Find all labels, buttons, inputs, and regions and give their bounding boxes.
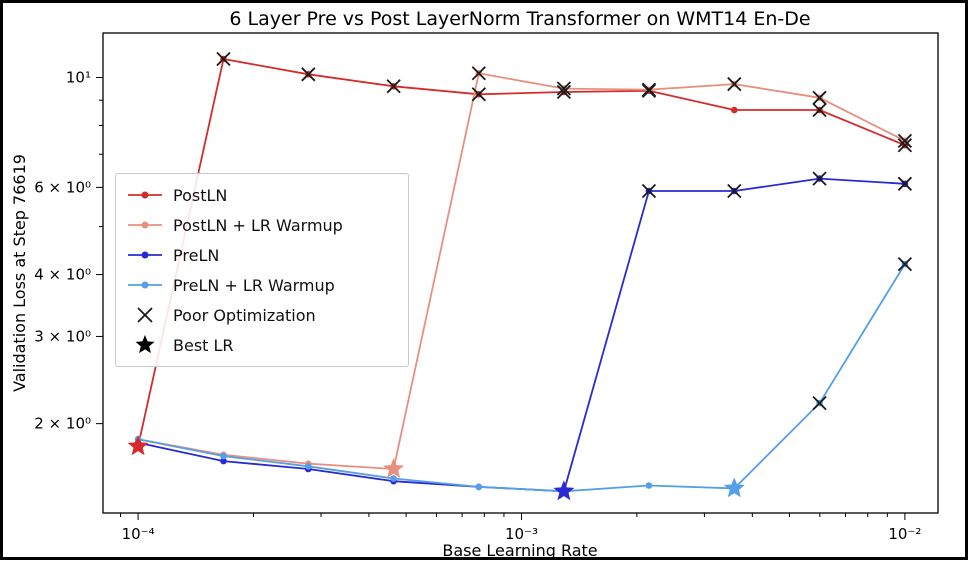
data-point	[645, 482, 653, 489]
legend-line-sample	[126, 276, 164, 294]
x-marker-icon	[126, 306, 164, 324]
poor-optimization-marker	[641, 82, 657, 97]
legend-label: PreLN	[173, 245, 220, 265]
poor-optimization-marker	[471, 87, 486, 102]
legend-item-poor-optimization: Poor Optimization	[126, 302, 398, 328]
poor-optimization-marker	[556, 81, 572, 96]
poor-optimization-marker	[897, 133, 913, 148]
poor-optimization-marker	[556, 84, 572, 100]
series-line-preln-lr-warmup	[137, 263, 906, 493]
legend-label: Best LR	[173, 335, 234, 355]
data-point	[390, 475, 397, 482]
y-tick-label: 4 × 10⁰	[34, 266, 91, 284]
data-point	[220, 452, 227, 460]
poor-optimization-marker	[812, 396, 827, 411]
x-axis-label: Base Learning Rate	[442, 541, 597, 560]
series-line-postln	[137, 57, 906, 447]
legend-line-sample	[126, 246, 164, 264]
legend-line-sample	[126, 186, 164, 204]
series-line-postln-lr-warmup	[137, 72, 906, 470]
y-axis-label: Validation Loss at Step 76619	[10, 154, 29, 392]
data-point	[475, 483, 483, 491]
poor-optimization-marker	[727, 183, 742, 199]
star-icon	[126, 334, 164, 356]
best-lr-marker	[383, 458, 405, 478]
poor-optimization-marker	[897, 176, 913, 191]
poor-optimization-marker	[812, 90, 827, 105]
legend: PostLN PostLN + LR Warmup PreLN PreLN + LR …	[115, 173, 409, 367]
poor-optimization-marker	[641, 183, 657, 199]
poor-optimization-marker	[727, 76, 742, 92]
poor-optimization-marker	[897, 256, 913, 272]
best-lr-marker	[127, 435, 149, 456]
legend-label: PostLN + LR Warmup	[173, 215, 343, 235]
best-lr-marker	[553, 480, 575, 501]
plot-border	[102, 32, 939, 514]
data-point	[731, 106, 738, 114]
legend-item-preln: PreLN	[126, 242, 398, 268]
poor-optimization-marker	[471, 66, 486, 81]
y-tick-label: 2 × 10⁰	[34, 415, 91, 433]
legend-label: PostLN	[173, 185, 228, 205]
legend-label: PreLN + LR Warmup	[173, 275, 335, 295]
data-point	[220, 457, 227, 465]
legend-line-sample	[126, 216, 164, 234]
poor-optimization-marker	[301, 67, 316, 82]
legend-item-preln-lr-warmup: PreLN + LR Warmup	[126, 272, 398, 298]
x-tick-label: 10⁻⁴	[122, 525, 155, 543]
plot-area: 10⁻⁴ 10⁻³ 10⁻² 2 × 10⁰ 3 × 10⁰ 4 × 10⁰ 6 × 10⁰…	[34, 32, 939, 543]
chart-title: 6 Layer Pre vs Post LayerNorm Transforme…	[229, 8, 810, 30]
poor-optimization-marker	[897, 138, 913, 153]
legend-item-postln-lr-warmup: PostLN + LR Warmup	[126, 212, 398, 238]
poor-optimization-marker	[386, 79, 401, 94]
legend-item-best-lr: Best LR	[126, 332, 398, 358]
x-tick-label: 10⁻²	[888, 525, 921, 543]
x-tick-label: 10⁻³	[505, 525, 538, 543]
data-point	[305, 463, 312, 470]
poor-optimization-marker	[812, 102, 827, 118]
best-lr-marker	[723, 477, 745, 498]
legend-label: Poor Optimization	[173, 305, 316, 325]
poor-optimization-marker	[216, 51, 231, 67]
poor-optimization-marker	[812, 171, 827, 186]
chart-canvas: 6 Layer Pre vs Post LayerNorm Transforme…	[10, 8, 939, 560]
y-tick-label: 3 × 10⁰	[34, 327, 91, 345]
y-tick-label: 10¹	[66, 69, 91, 87]
legend-item-postln: PostLN	[126, 182, 398, 208]
axis-ticks	[96, 77, 906, 520]
y-tick-label: 6 × 10⁰	[34, 178, 91, 196]
